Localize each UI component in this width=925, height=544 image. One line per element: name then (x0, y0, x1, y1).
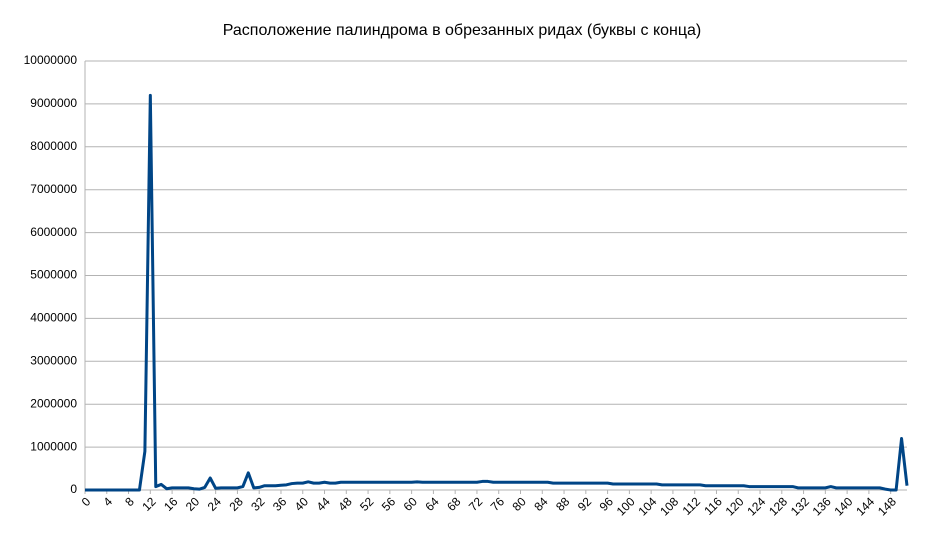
x-tick-label: 28 (226, 494, 246, 514)
x-tick-label: 4 (101, 494, 116, 509)
x-tick-label: 12 (139, 494, 159, 514)
x-tick-label: 16 (161, 494, 181, 514)
y-tick-label: 4000000 (30, 311, 77, 325)
y-tick-label: 9000000 (30, 96, 77, 110)
x-tick-label: 132 (788, 494, 812, 518)
x-tick-label: 56 (379, 494, 399, 514)
x-tick-label: 88 (553, 494, 573, 514)
chart-title: Расположение палиндрома в обрезанных рид… (223, 22, 702, 39)
x-tick-label: 104 (635, 494, 659, 518)
x-tick-label: 120 (723, 494, 747, 518)
y-tick-label: 10000000 (24, 53, 78, 67)
x-tick-label: 80 (510, 494, 530, 514)
y-tick-label: 8000000 (30, 139, 77, 153)
x-tick-label: 116 (701, 494, 725, 518)
x-tick-label: 68 (444, 494, 464, 514)
y-tick-label: 2000000 (30, 396, 77, 410)
x-tick-label: 140 (831, 494, 855, 518)
x-tick-label: 124 (744, 494, 768, 518)
x-tick-label: 64 (422, 494, 442, 514)
x-tick-label: 32 (248, 494, 268, 514)
x-tick-label: 100 (614, 494, 638, 518)
x-tick-label: 92 (575, 494, 595, 514)
data-line (85, 93, 909, 492)
y-tick-label: 5000000 (30, 268, 77, 282)
y-tick-label: 1000000 (30, 439, 77, 453)
x-tick-label: 108 (657, 494, 681, 518)
x-tick-label: 112 (680, 494, 704, 518)
x-tick-label: 148 (875, 494, 899, 518)
x-tick-label: 40 (292, 494, 312, 514)
x-tick-label: 48 (335, 494, 355, 514)
x-tick-label: 84 (531, 494, 551, 514)
x-tick-label: 20 (183, 494, 203, 514)
x-tick-label: 8 (122, 494, 137, 509)
x-tick-label: 72 (466, 494, 486, 514)
y-tick-label: 3000000 (30, 353, 77, 367)
x-tick-label: 96 (597, 494, 617, 514)
x-tick-label: 36 (270, 494, 290, 514)
x-tick-label: 60 (401, 494, 421, 514)
x-tick-label: 76 (488, 494, 508, 514)
y-tick-label: 0 (70, 482, 77, 496)
x-tick-label: 136 (810, 494, 834, 518)
x-tick-label: 52 (357, 494, 377, 514)
x-tick-label: 128 (766, 494, 790, 518)
y-tick-label: 7000000 (30, 182, 77, 196)
y-tick-label: 6000000 (30, 225, 77, 239)
x-tick-label: 44 (314, 494, 334, 514)
x-tick-label: 0 (79, 494, 94, 509)
x-tick-label: 144 (853, 494, 877, 518)
x-tick-label: 24 (205, 494, 225, 514)
